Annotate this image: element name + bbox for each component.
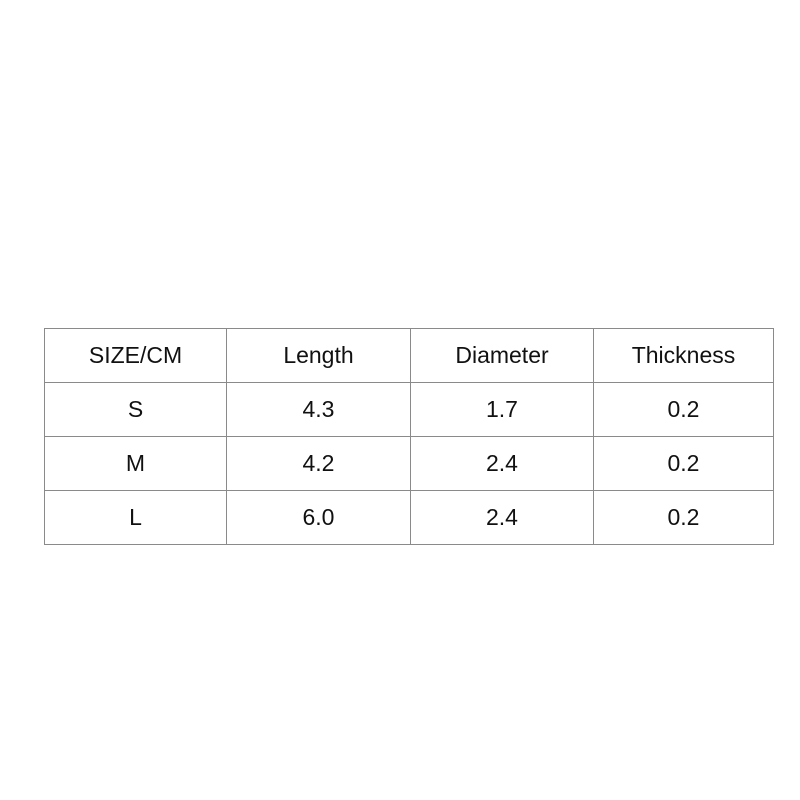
table-cell: S [44,382,227,437]
table-cell: 0.2 [593,382,774,437]
table-cell: M [44,436,227,491]
table-cell: 4.2 [226,436,411,491]
table-row: S 4.3 1.7 0.2 [44,382,774,437]
table-row: L 6.0 2.4 0.2 [44,490,774,545]
table-cell: 2.4 [410,436,594,491]
header-cell: SIZE/CM [44,328,227,383]
table-header-row: SIZE/CM Length Diameter Thickness [44,328,774,383]
table-cell: 6.0 [226,490,411,545]
table-cell: 4.3 [226,382,411,437]
header-cell: Length [226,328,411,383]
header-cell: Thickness [593,328,774,383]
header-cell: Diameter [410,328,594,383]
table-cell: 0.2 [593,490,774,545]
table-cell: 0.2 [593,436,774,491]
table-cell: 2.4 [410,490,594,545]
table-row: M 4.2 2.4 0.2 [44,436,774,491]
size-table: SIZE/CM Length Diameter Thickness S 4.3 … [44,328,774,545]
table-cell: 1.7 [410,382,594,437]
table-cell: L [44,490,227,545]
